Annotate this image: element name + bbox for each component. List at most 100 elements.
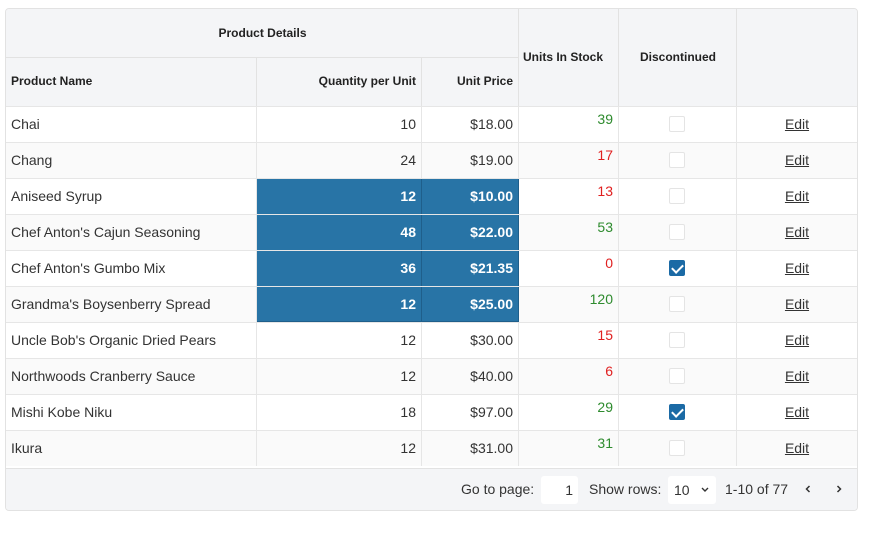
cell-product-name[interactable]: Chai [6, 107, 257, 142]
cell-product-name[interactable]: Chef Anton's Gumbo Mix [6, 251, 257, 286]
cell-unit-price[interactable]: $97.00 [422, 395, 519, 430]
cell-unit-price[interactable]: $10.00 [422, 179, 519, 214]
cell-product-name[interactable]: Chang [6, 143, 257, 178]
table-row[interactable]: Chef Anton's Gumbo Mix 36 $21.35 0 Edit [6, 250, 857, 286]
chevron-left-icon [803, 485, 813, 505]
cell-units-in-stock[interactable]: 15 [519, 323, 619, 358]
cell-quantity-per-unit[interactable]: 36 [257, 251, 422, 286]
table-row[interactable]: Chang 24 $19.00 17 Edit [6, 142, 857, 178]
discontinued-checkbox[interactable] [669, 404, 685, 420]
cell-quantity-per-unit[interactable]: 12 [257, 179, 422, 214]
cell-product-name[interactable]: Aniseed Syrup [6, 179, 257, 214]
discontinued-checkbox[interactable] [669, 332, 685, 348]
edit-link[interactable]: Edit [784, 296, 810, 312]
table-row[interactable]: Chai 10 $18.00 39 Edit [6, 106, 857, 142]
cell-quantity-per-unit[interactable]: 12 [257, 359, 422, 394]
table-row[interactable]: Grandma's Boysenberry Spread 12 $25.00 120 E… [6, 286, 857, 322]
page-input[interactable]: 1 [541, 476, 578, 504]
header-product-name[interactable]: Product Name [6, 58, 257, 106]
cell-discontinued[interactable] [619, 251, 737, 286]
cell-unit-price[interactable]: $25.00 [422, 287, 519, 322]
cell-unit-price[interactable]: $30.00 [422, 323, 519, 358]
cell-discontinued[interactable] [619, 107, 737, 142]
page-input-value: 1 [565, 482, 573, 498]
cell-product-name[interactable]: Grandma's Boysenberry Spread [6, 287, 257, 322]
cell-units-in-stock[interactable]: 31 [519, 431, 619, 466]
cell-discontinued[interactable] [619, 143, 737, 178]
cell-quantity-per-unit[interactable]: 12 [257, 431, 422, 466]
cell-quantity-per-unit[interactable]: 18 [257, 395, 422, 430]
prev-page-button[interactable] [797, 477, 819, 501]
edit-link[interactable]: Edit [784, 404, 810, 420]
cell-units-in-stock[interactable]: 29 [519, 395, 619, 430]
header-product-name-label: Product Name [11, 74, 93, 88]
header-quantity-per-unit[interactable]: Quantity per Unit [257, 58, 422, 106]
discontinued-checkbox[interactable] [669, 224, 685, 240]
cell-units-in-stock[interactable]: 53 [519, 215, 619, 250]
edit-link[interactable]: Edit [784, 152, 810, 168]
discontinued-checkbox[interactable] [669, 368, 685, 384]
edit-link[interactable]: Edit [784, 260, 810, 276]
header-group-product-details[interactable]: Product Details [6, 9, 519, 58]
discontinued-checkbox[interactable] [669, 188, 685, 204]
cell-quantity-per-unit[interactable]: 12 [257, 323, 422, 358]
edit-link[interactable]: Edit [784, 116, 810, 132]
table-row[interactable]: Chef Anton's Cajun Seasoning 48 $22.00 53 Ed… [6, 214, 857, 250]
discontinued-checkbox[interactable] [669, 260, 685, 276]
cell-units-in-stock[interactable]: 17 [519, 143, 619, 178]
cell-units-in-stock[interactable]: 6 [519, 359, 619, 394]
cell-discontinued[interactable] [619, 215, 737, 250]
cell-unit-price[interactable]: $21.35 [422, 251, 519, 286]
cell-quantity-per-unit[interactable]: 48 [257, 215, 422, 250]
cell-edit: Edit [737, 143, 857, 178]
edit-link[interactable]: Edit [784, 224, 810, 240]
cell-product-name[interactable]: Uncle Bob's Organic Dried Pears [6, 323, 257, 358]
cell-quantity-per-unit[interactable]: 12 [257, 287, 422, 322]
table-row[interactable]: Mishi Kobe Niku 18 $97.00 29 Edit [6, 394, 857, 430]
header-discontinued-label: Discontinued [639, 50, 716, 64]
header-unit-price[interactable]: Unit Price [422, 58, 519, 106]
cell-edit: Edit [737, 251, 857, 286]
cell-discontinued[interactable] [619, 287, 737, 322]
page-range-text: 1-10 of 77 [725, 481, 789, 497]
header-discontinued[interactable]: Discontinued [619, 9, 737, 106]
table-row[interactable]: Aniseed Syrup 12 $10.00 13 Edit [6, 178, 857, 214]
cell-discontinued[interactable] [619, 323, 737, 358]
rows-per-page-select[interactable]: 10 [668, 476, 716, 504]
cell-product-name[interactable]: Mishi Kobe Niku [6, 395, 257, 430]
cell-quantity-per-unit[interactable]: 24 [257, 143, 422, 178]
cell-discontinued[interactable] [619, 179, 737, 214]
cell-unit-price[interactable]: $22.00 [422, 215, 519, 250]
edit-link[interactable]: Edit [784, 368, 810, 384]
show-rows-label: Show rows: [589, 481, 662, 497]
cell-product-name[interactable]: Northwoods Cranberry Sauce [6, 359, 257, 394]
discontinued-checkbox[interactable] [669, 440, 685, 456]
cell-quantity-per-unit[interactable]: 10 [257, 107, 422, 142]
table-row[interactable]: Uncle Bob's Organic Dried Pears 12 $30.00 1… [6, 322, 857, 358]
header-quantity-per-unit-label: Quantity per Unit [318, 74, 416, 88]
edit-link[interactable]: Edit [784, 188, 810, 204]
header-units-in-stock[interactable]: Units In Stock [519, 9, 619, 106]
cell-product-name[interactable]: Chef Anton's Cajun Seasoning [6, 215, 257, 250]
cell-unit-price[interactable]: $18.00 [422, 107, 519, 142]
cell-unit-price[interactable]: $19.00 [422, 143, 519, 178]
go-to-page-label: Go to page: [461, 481, 535, 497]
cell-units-in-stock[interactable]: 0 [519, 251, 619, 286]
cell-unit-price[interactable]: $40.00 [422, 359, 519, 394]
table-row[interactable]: Ikura 12 $31.00 31 Edit [6, 430, 857, 466]
cell-units-in-stock[interactable]: 39 [519, 107, 619, 142]
discontinued-checkbox[interactable] [669, 152, 685, 168]
table-row[interactable]: Northwoods Cranberry Sauce 12 $40.00 6 Edit [6, 358, 857, 394]
cell-units-in-stock[interactable]: 120 [519, 287, 619, 322]
cell-unit-price[interactable]: $31.00 [422, 431, 519, 466]
cell-units-in-stock[interactable]: 13 [519, 179, 619, 214]
cell-product-name[interactable]: Ikura [6, 431, 257, 466]
edit-link[interactable]: Edit [784, 332, 810, 348]
edit-link[interactable]: Edit [784, 440, 810, 456]
discontinued-checkbox[interactable] [669, 116, 685, 132]
cell-discontinued[interactable] [619, 359, 737, 394]
cell-discontinued[interactable] [619, 431, 737, 466]
next-page-button[interactable] [828, 477, 850, 501]
discontinued-checkbox[interactable] [669, 296, 685, 312]
cell-discontinued[interactable] [619, 395, 737, 430]
